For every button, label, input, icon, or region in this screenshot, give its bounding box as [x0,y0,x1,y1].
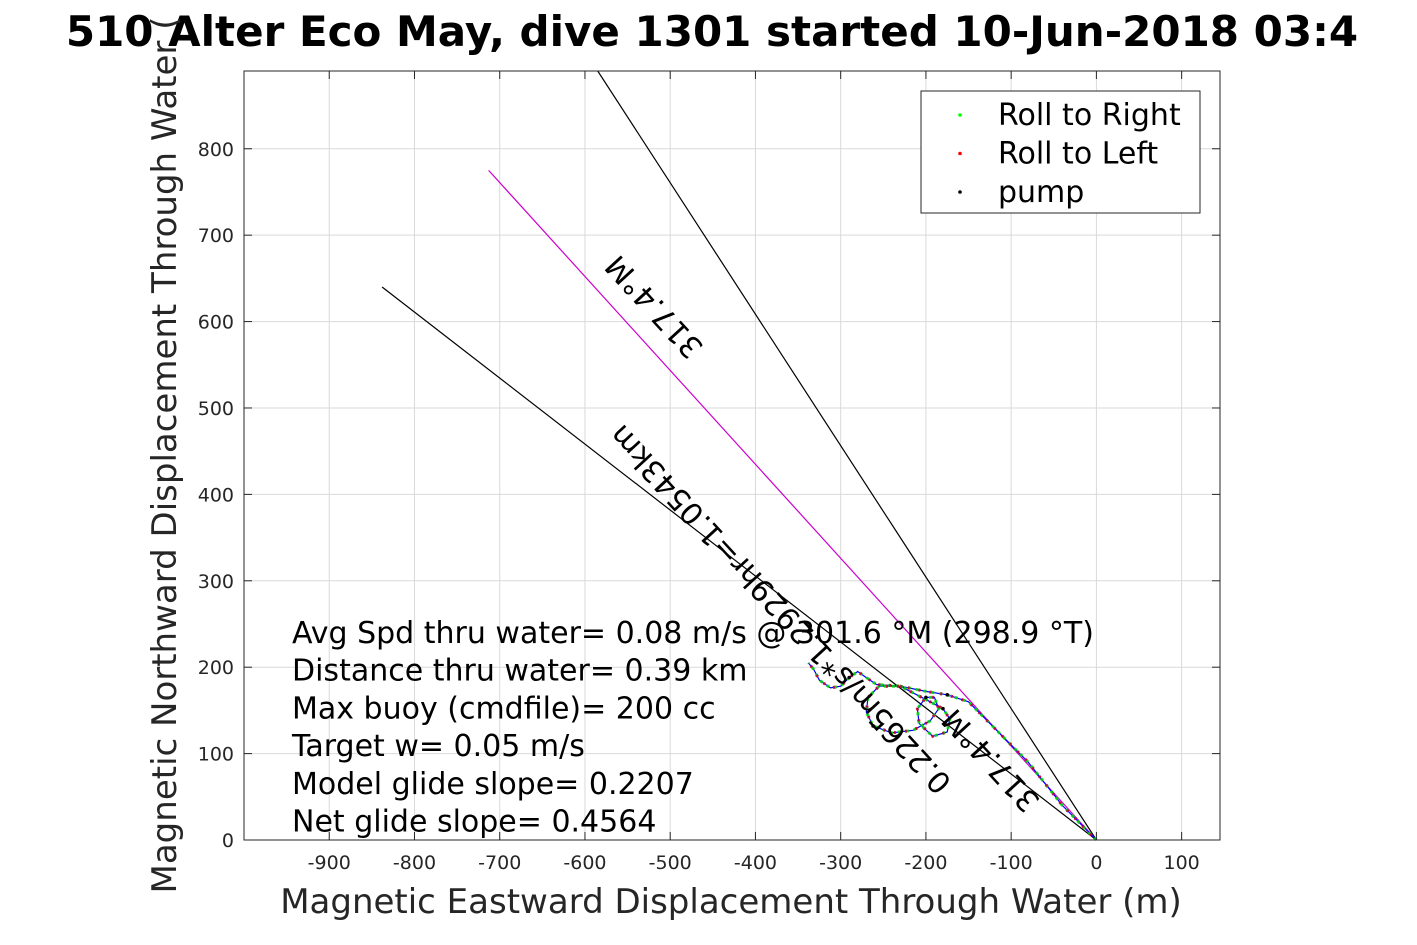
y-tick-label: 400 [198,484,234,506]
y-tick-label: 300 [198,571,234,593]
annotation-line: Target w= 0.05 m/s [291,729,585,764]
pump-marker [847,675,852,680]
chart-title: 510 Alter Eco May, dive 1301 started 10-… [66,7,1358,56]
x-tick-label: -300 [819,852,862,874]
x-tick-label: -400 [734,852,777,874]
y-tick-label: 500 [198,398,234,420]
pump-marker [871,724,875,728]
reference-line [597,71,1097,840]
annotation-line: Distance thru water= 0.39 km [292,654,747,689]
x-tick-label: 0 [1090,852,1102,874]
line-labels-layer: 317.4°M0.2265m/s*1.2929hr=1.0543km317.4°… [599,248,1047,819]
x-tick-label: -600 [563,852,606,874]
annotation-line: Max buoy (cmdfile)= 200 cc [292,691,716,726]
annotation-line: Net glide slope= 0.4564 [292,805,656,840]
annotation-line: Model glide slope= 0.2207 [292,767,694,802]
x-tick-label: 100 [1164,852,1200,874]
reference-line [381,286,1097,840]
x-axis-label: Magnetic Eastward Displacement Through W… [280,882,1182,922]
legend-entry: Roll to Left [998,137,1158,172]
ticks-layer: -900 -800 -700 -600 -500 -400 -300 -200 -100 0 100… [198,71,1220,874]
line-label: 317.4°M [936,702,1048,819]
x-tick-label: -700 [478,852,521,874]
y-tick-label: 200 [198,657,234,679]
line-label: 0.2265m/s*1.2929hr=1.0543km [603,417,959,800]
y-tick-label: 0 [222,830,234,852]
y-axis-label: Magnetic Northward Displacement Through … [145,17,185,894]
x-tick-label: -900 [308,852,351,874]
annotations: Avg Spd thru water= 0.08 m/s @ 301.6 °M … [291,616,1094,840]
y-tick-label: 600 [198,312,234,334]
x-tick-label: -500 [649,852,692,874]
legend-entry: pump [998,175,1084,210]
x-tick-label: -100 [990,852,1033,874]
x-tick-label: -200 [904,852,947,874]
x-tick-label: -800 [393,852,436,874]
track-layer [807,661,1098,842]
pump-marker [924,695,928,700]
pump-marker [941,706,945,711]
annotation-line: Avg Spd thru water= 0.08 m/s @ 301.6 °M … [292,616,1094,651]
y-tick-label: 700 [198,225,234,247]
y-tick-label: 800 [198,139,234,161]
legend-marker [958,113,962,117]
roll-right-markers [807,661,1098,842]
plot-frame [243,70,1221,841]
legend-box [920,90,1201,214]
y-tick-label: 100 [198,744,234,766]
pump-marker [945,693,950,697]
legend-entry: Roll to Right [998,98,1181,133]
legend-marker [958,190,962,194]
line-label: 317.4°M [599,248,711,365]
legend-marker [958,151,962,156]
